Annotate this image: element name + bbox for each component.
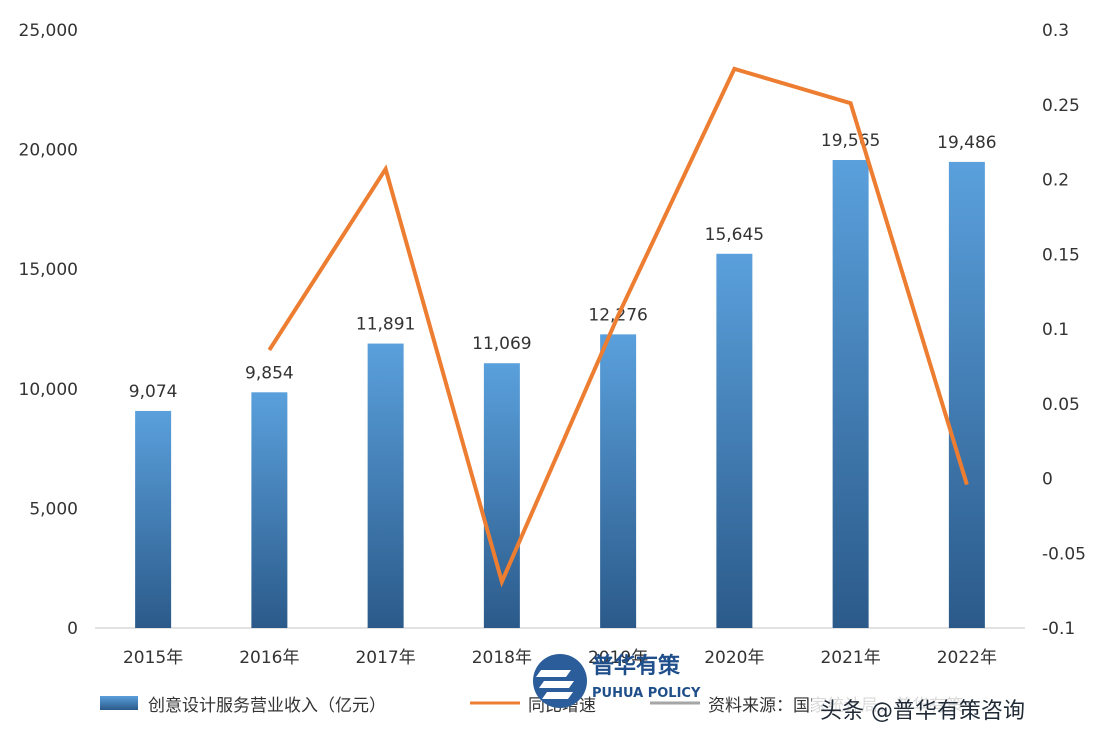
legend-bar-label: 创意设计服务营业收入（亿元）: [148, 696, 386, 716]
x-axis-tick-label: 2019年: [588, 648, 648, 668]
right-axis-tick-label: 0.15: [1042, 245, 1080, 265]
x-axis-tick-label: 2020年: [704, 648, 764, 668]
right-axis-tick-label: 0.1: [1042, 320, 1069, 340]
x-axis-tick-label: 2015年: [123, 648, 183, 668]
logo-stripes-icon: [536, 670, 574, 699]
bar-series: [135, 160, 985, 629]
left-axis-tick-label: 0: [67, 619, 78, 639]
logo-text: 普华有策: [592, 653, 681, 679]
logo-subtext: PUHUA POLICY: [592, 686, 701, 701]
x-axis-labels: 2015年 2016年 2017年 2018年 2019年 2020年 2021年 2022年: [123, 648, 997, 668]
bar-data-label: 9,074: [129, 382, 178, 402]
growth-line-point: [850, 102, 852, 104]
bar-data-label: 11,891: [356, 315, 415, 335]
growth-line-point: [501, 581, 503, 583]
legend-bar-swatch: [100, 696, 138, 710]
left-axis-tick-label: 5,000: [29, 499, 78, 519]
bar-data-label: 11,069: [472, 334, 531, 354]
bar-data-label: 9,854: [245, 363, 294, 383]
growth-line-point: [617, 315, 619, 317]
watermark-logo: 普华有策 PUHUA POLICY: [533, 653, 701, 708]
x-axis-tick-label: 2018年: [472, 648, 532, 668]
left-axis-tick-label: 20,000: [19, 141, 78, 161]
x-axis-tick-label: 2021年: [820, 648, 880, 668]
bar: [716, 253, 753, 628]
growth-line-point: [733, 68, 735, 70]
left-axis: 0 5,000 10,000 15,000 20,000 25,000: [19, 21, 78, 639]
credit-watermark: 头条 @普华有策咨询: [812, 690, 1102, 726]
growth-line-point: [268, 349, 270, 351]
growth-line-point: [966, 483, 968, 485]
bar: [483, 363, 520, 628]
left-axis-tick-label: 15,000: [19, 260, 78, 280]
right-axis-tick-label: 0.2: [1042, 171, 1069, 191]
bar: [832, 160, 869, 629]
x-axis-tick-label: 2017年: [355, 648, 415, 668]
bar: [367, 343, 404, 628]
credit-text: 头条 @普华有策咨询: [820, 699, 1025, 724]
left-axis-tick-label: 25,000: [19, 21, 78, 41]
right-axis-tick-label: 0.05: [1042, 395, 1080, 415]
right-axis-tick-label: -0.1: [1042, 619, 1075, 639]
growth-line-point: [385, 168, 387, 170]
bar-data-label: 19,565: [821, 131, 880, 151]
bar-data-label: 19,486: [937, 133, 996, 153]
right-axis-tick-label: -0.05: [1042, 544, 1086, 564]
x-axis-tick-label: 2016年: [239, 648, 299, 668]
left-axis-tick-label: 10,000: [19, 380, 78, 400]
bar: [948, 161, 985, 628]
bar: [251, 392, 288, 628]
bar: [600, 334, 637, 628]
bar: [135, 410, 172, 628]
bar-data-label: 15,645: [705, 225, 764, 245]
right-axis-tick-label: 0.3: [1042, 21, 1069, 41]
right-axis: -0.1 -0.05 0 0.05 0.1 0.15 0.2 0.25 0.3: [1042, 21, 1086, 639]
right-axis-tick-label: 0.25: [1042, 96, 1080, 116]
x-axis-tick-label: 2022年: [937, 648, 997, 668]
right-axis-tick-label: 0: [1042, 470, 1053, 490]
growth-line-series: [267, 66, 969, 588]
